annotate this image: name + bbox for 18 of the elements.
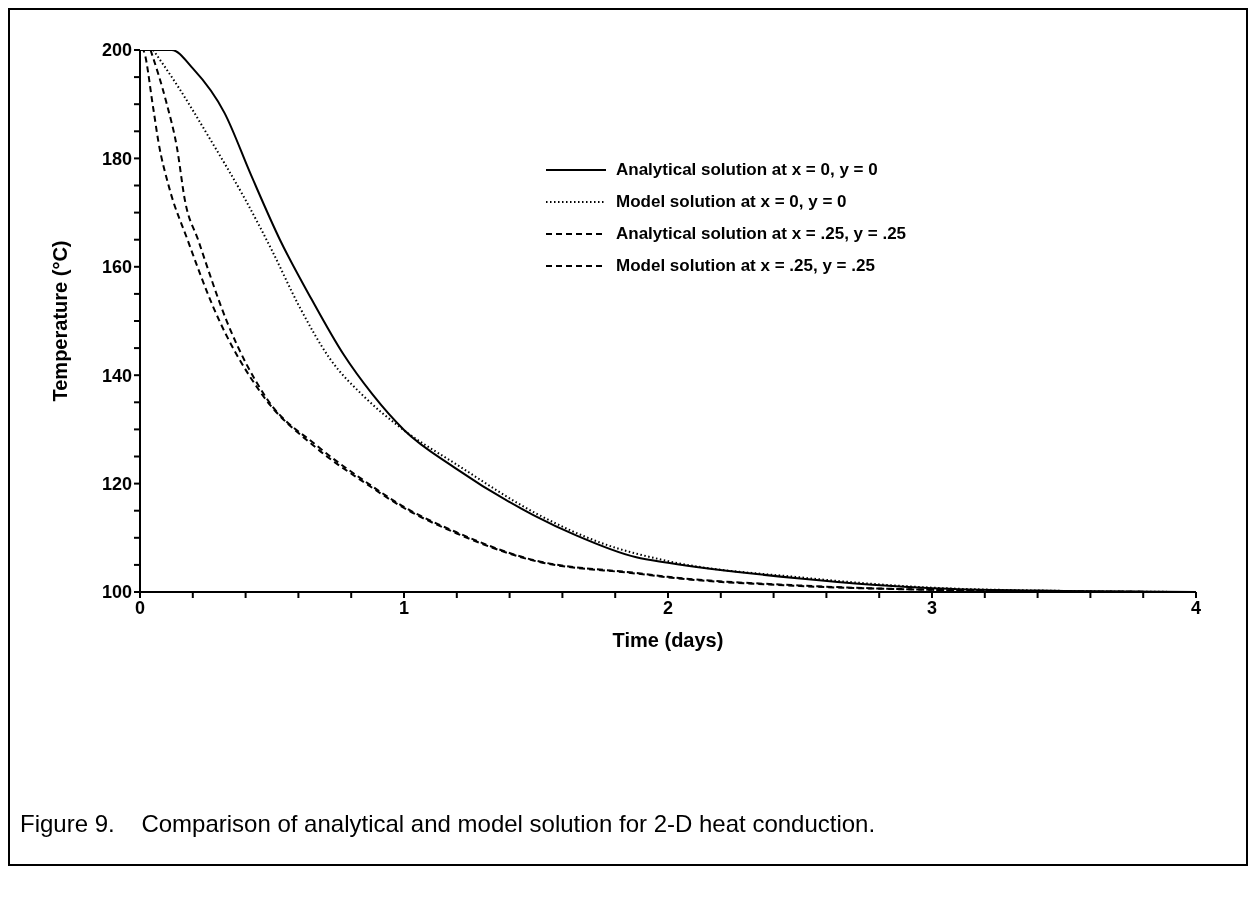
y-tick-label: 100 bbox=[101, 582, 132, 603]
x-axis-title: Time (days) bbox=[612, 629, 724, 651]
y-axis-title: Temperature (°C) bbox=[49, 240, 72, 402]
legend-label: Analytical solution at x = .25, y = .25 bbox=[616, 224, 907, 244]
legend-label: Model solution at x = .25, y = .25 bbox=[616, 256, 875, 276]
y-tick-label: 200 bbox=[101, 40, 132, 61]
caption: Figure 9. Comparison of analytical and model solution for 2-D heat conduction. bbox=[19, 810, 877, 839]
x-tick-label: 4 bbox=[1190, 598, 1202, 618]
x-tick-label: 3 bbox=[926, 598, 938, 618]
y-tick-label: 180 bbox=[101, 148, 132, 169]
x-tick-label: 2 bbox=[662, 598, 674, 618]
y-tick-label: 160 bbox=[101, 257, 132, 278]
x-tick-label: 0 bbox=[134, 598, 146, 618]
x-tick-label: 1 bbox=[398, 598, 410, 618]
legend-label: Model solution at x = 0, y = 0 bbox=[616, 192, 847, 212]
legend-label: Analytical solution at x = 0, y = 0 bbox=[616, 160, 878, 180]
y-tick-label: 140 bbox=[101, 365, 132, 386]
y-tick-label: 120 bbox=[101, 473, 132, 494]
